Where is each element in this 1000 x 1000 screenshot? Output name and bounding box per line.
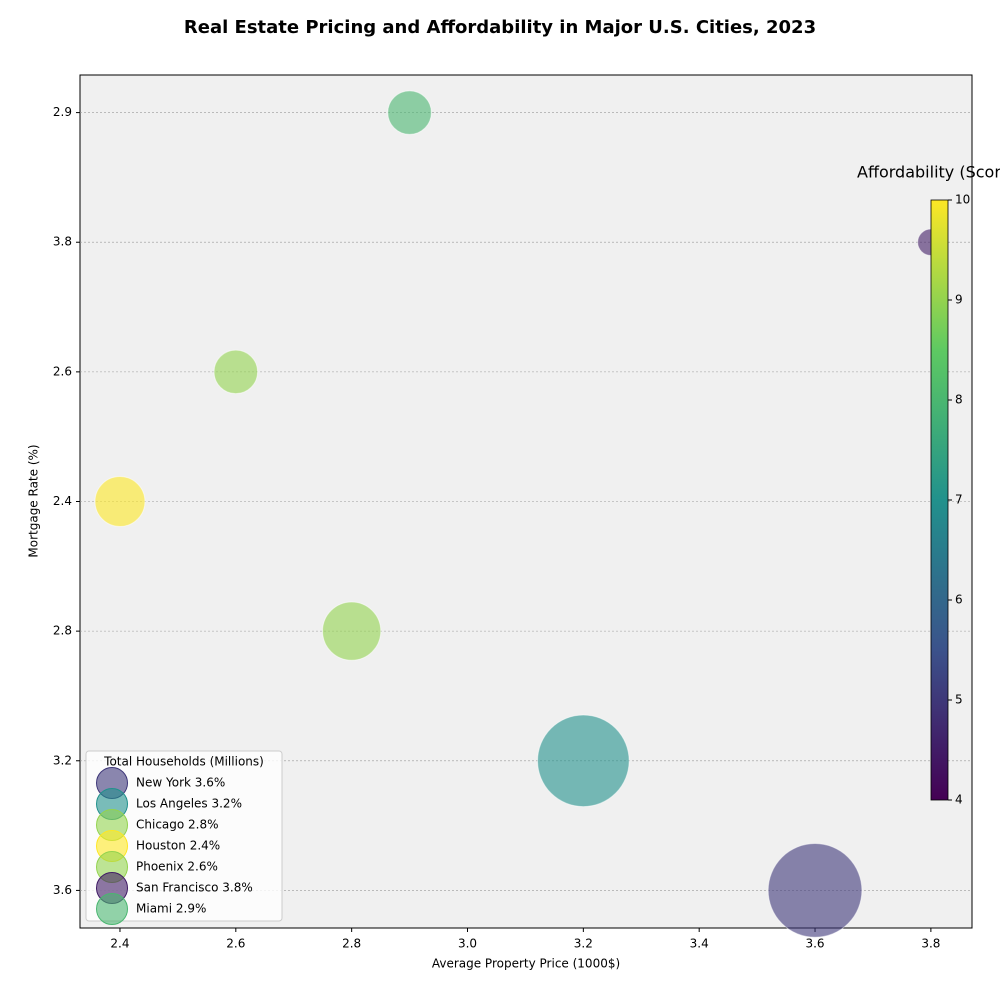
bubble bbox=[322, 601, 382, 661]
colorbar-tick-label: 9 bbox=[955, 293, 963, 307]
colorbar-tick-label: 10 bbox=[955, 193, 970, 207]
legend-marker bbox=[96, 893, 128, 925]
chart-title: Real Estate Pricing and Affordability in… bbox=[184, 17, 816, 38]
x-tick-label: 3.2 bbox=[574, 937, 593, 951]
bubble bbox=[537, 714, 630, 808]
x-tick-label: 3.6 bbox=[805, 937, 824, 951]
colorbar-label: Affordability (Score) bbox=[857, 163, 1000, 182]
legend-label: San Francisco 3.8% bbox=[136, 881, 253, 895]
y-tick-label: 2.8 bbox=[53, 624, 72, 638]
y-axis-label: Mortgage Rate (%) bbox=[27, 444, 41, 557]
legend-label: Los Angeles 3.2% bbox=[136, 797, 242, 811]
x-tick-label: 3.8 bbox=[921, 937, 940, 951]
colorbar-tick-label: 4 bbox=[955, 793, 963, 807]
legend-box bbox=[85, 750, 283, 922]
x-tick-label: 2.4 bbox=[110, 937, 129, 951]
colorbar-tick-label: 6 bbox=[955, 593, 963, 607]
bubble bbox=[94, 476, 146, 527]
legend-label: New York 3.6% bbox=[136, 776, 225, 790]
y-tick-label: 3.6 bbox=[53, 883, 72, 897]
y-tick-label: 2.4 bbox=[53, 494, 72, 508]
y-tick-label: 2.6 bbox=[53, 364, 72, 378]
legend-label: Miami 2.9% bbox=[136, 902, 206, 916]
colorbar-tick-label: 7 bbox=[955, 493, 963, 507]
bubble bbox=[213, 349, 259, 395]
legend-label: Chicago 2.8% bbox=[136, 818, 219, 832]
legend-title: Total Households (Millions) bbox=[103, 755, 264, 769]
y-tick-label: 3.8 bbox=[53, 235, 72, 249]
x-tick-label: 3.0 bbox=[458, 937, 477, 951]
x-tick-label: 3.4 bbox=[690, 937, 709, 951]
legend-label: Houston 2.4% bbox=[136, 839, 220, 853]
x-axis-label: Average Property Price (1000$) bbox=[432, 957, 620, 971]
colorbar bbox=[930, 199, 949, 801]
colorbar-tick-label: 8 bbox=[955, 393, 963, 407]
y-tick-label: 3.2 bbox=[53, 753, 72, 767]
legend-label: Phoenix 2.6% bbox=[136, 860, 218, 874]
colorbar-tick-label: 5 bbox=[955, 693, 963, 707]
bubble bbox=[767, 843, 863, 938]
x-tick-label: 2.8 bbox=[342, 937, 361, 951]
x-tick-label: 2.6 bbox=[226, 937, 245, 951]
y-tick-label: 2.9 bbox=[53, 105, 72, 119]
bubble bbox=[387, 90, 432, 135]
